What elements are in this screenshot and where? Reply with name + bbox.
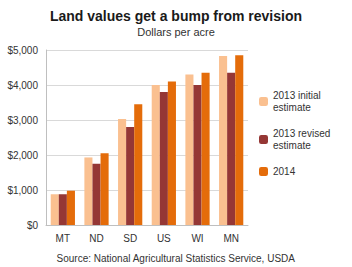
svg-text:$5,000: $5,000 (7, 45, 38, 56)
svg-text:$1,000: $1,000 (7, 185, 38, 196)
svg-text:US: US (157, 233, 171, 244)
svg-text:$0: $0 (27, 220, 39, 231)
svg-text:SD: SD (123, 233, 137, 244)
svg-text:estimate: estimate (273, 102, 311, 113)
svg-text:$4,000: $4,000 (7, 80, 38, 91)
svg-text:2014: 2014 (273, 166, 296, 177)
svg-text:MT: MT (56, 233, 70, 244)
svg-text:$2,000: $2,000 (7, 150, 38, 161)
svg-text:2013 initial: 2013 initial (273, 90, 324, 101)
svg-text:WI: WI (191, 233, 203, 244)
svg-text:Source: National Agricultural: Source: National Agricultural Statistics… (57, 253, 296, 264)
svg-text:Land values get a bump from re: Land values get a bump from revision (50, 8, 302, 24)
svg-text:2013 revised: 2013 revised (273, 128, 333, 139)
svg-text:$3,000: $3,000 (7, 115, 38, 126)
svg-text:ND: ND (89, 233, 103, 244)
svg-text:MN: MN (223, 233, 239, 244)
svg-text:Dollars per acre: Dollars per acre (137, 26, 215, 38)
svg-text:estimate: estimate (273, 140, 311, 151)
